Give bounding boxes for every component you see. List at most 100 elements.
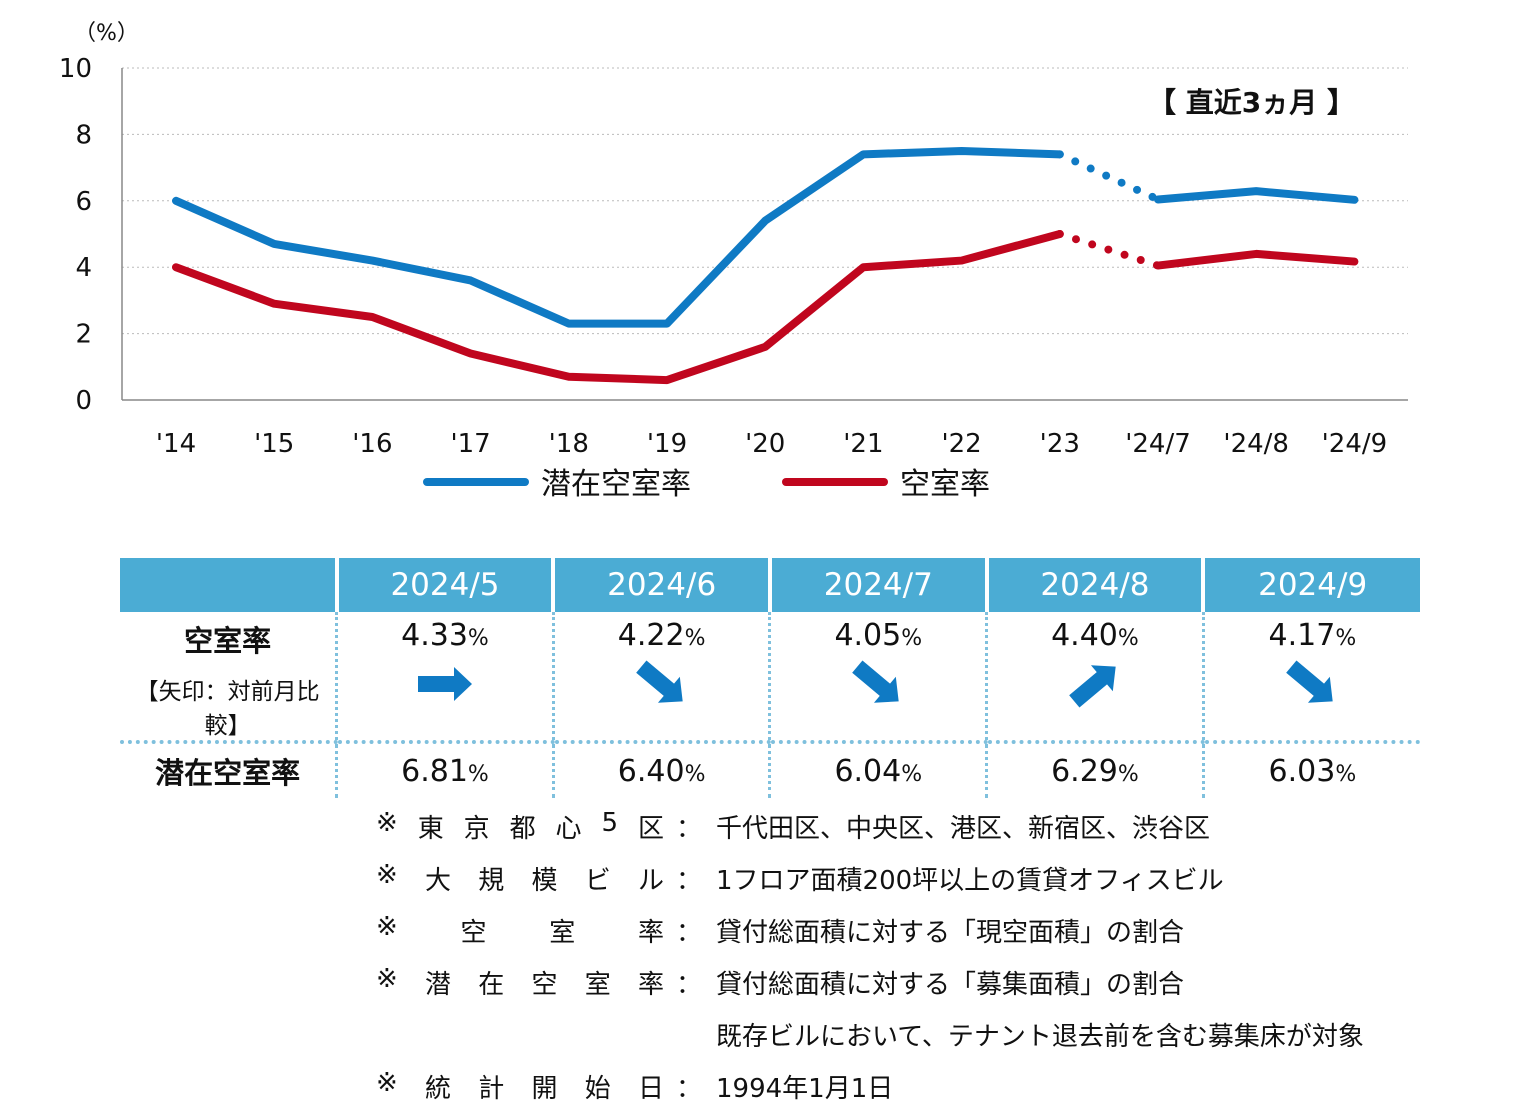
y-tick-labels: 0 2 4 6 8 10 xyxy=(59,54,92,416)
potential-vacancy-cell: 6.40% xyxy=(551,740,770,798)
percent-sign: % xyxy=(1335,761,1357,787)
note-key: ※ 東京都心 5 区 xyxy=(376,807,664,844)
potential-vacancy-cell: 6.29% xyxy=(985,740,1204,798)
series-line xyxy=(1154,249,1359,270)
note-key: ※ 大規模ビル xyxy=(376,859,664,896)
vacancy-value: 4.17% xyxy=(1205,618,1420,653)
x-tick-label: '20 xyxy=(745,429,785,459)
y-tick-label: 2 xyxy=(75,320,92,350)
note-value: 1フロア面積200坪以上の賃貸オフィスビル xyxy=(716,865,1224,896)
down-arrow-icon xyxy=(635,660,683,703)
arrow-legend-label: 【矢印：対前月比較】 xyxy=(135,679,320,739)
table-header-row: 2024/5 2024/6 2024/7 2024/8 2024/9 xyxy=(120,558,1420,612)
percent-sign: % xyxy=(467,761,489,787)
potential-vacancy-row: 潜在空室率 6.81% 6.40% 6.04% 6.29% 6.03% xyxy=(120,740,1420,798)
series-dotted-segment xyxy=(1055,150,1162,204)
legend-label: 空室率 xyxy=(900,467,990,502)
grid-lines xyxy=(122,67,1408,335)
percent-sign: % xyxy=(1117,761,1139,787)
note-value: 貸付総面積に対する「現空面積」の割合 xyxy=(716,917,1185,948)
x-tick-label: '17 xyxy=(450,429,490,459)
potential-vacancy-number: 6.40 xyxy=(617,753,685,789)
percent-sign: % xyxy=(1335,626,1357,651)
vacancy-row-label: 空室率 【矢印：対前月比較】 xyxy=(120,612,337,742)
vacancy-number: 4.17 xyxy=(1268,618,1336,653)
header-cell-month: 2024/5 xyxy=(334,558,554,612)
percent-sign: % xyxy=(467,626,489,651)
vacancy-row: 空室率 【矢印：対前月比較】 4.33% 4.22% 4.05% 4.40% 4… xyxy=(120,612,1420,742)
y-tick-label: 0 xyxy=(75,386,92,416)
x-tick-label: '24/9 xyxy=(1322,429,1388,459)
note-colon: ： xyxy=(676,969,703,1000)
note-row: ※ 東京都心 5 区 ： 千代田区、中央区、港区、新宿区、渋谷区 xyxy=(376,800,1364,852)
vacancy-number: 4.22 xyxy=(617,618,685,653)
trend-arrow xyxy=(1205,657,1420,711)
trend-arrow xyxy=(555,657,769,711)
vacancy-value: 4.40% xyxy=(988,618,1202,653)
percent-sign: % xyxy=(901,761,923,787)
x-tick-labels: '14 '15 '16 '17 '18 '19 '20 '21 '22 '23 '24/7 '24/8… xyxy=(156,429,1387,459)
footnotes: ※ 東京都心 5 区 ： 千代田区、中央区、港区、新宿区、渋谷区 ※ 大規模ビル ： 1フロア面積… xyxy=(376,800,1364,1112)
x-tick-label: '16 xyxy=(352,429,392,459)
x-tick-label: '18 xyxy=(549,429,589,459)
up-arrow-icon xyxy=(1069,665,1116,708)
potential-vacancy-label: 潜在空室率 xyxy=(120,740,337,798)
down-arrow-icon xyxy=(1286,660,1334,703)
vacancy-number: 4.33 xyxy=(401,618,468,653)
header-cell-month: 2024/6 xyxy=(551,558,770,612)
vacancy-cell: 4.40% xyxy=(985,612,1204,742)
potential-vacancy-value: 6.29% xyxy=(1051,754,1139,789)
potential-vacancy-cell: 6.03% xyxy=(1201,740,1420,798)
potential-vacancy-number: 6.03 xyxy=(1268,753,1336,789)
trend-arrow xyxy=(771,657,985,711)
vacancy-value: 4.33% xyxy=(338,618,552,653)
series-line xyxy=(172,147,1064,328)
x-tick-label: '21 xyxy=(843,429,883,459)
note-key: ※ 統計開始日 xyxy=(376,1067,664,1104)
note-value: 千代田区、中央区、港区、新宿区、渋谷区 xyxy=(716,813,1211,844)
header-cell-month: 2024/8 xyxy=(984,558,1204,612)
potential-vacancy-value: 6.81% xyxy=(401,754,489,789)
note-key: ※ 潜在空室率 xyxy=(376,963,664,1000)
note-row: 既存ビルにおいて、テナント退去前を含む募集床が対象 xyxy=(376,1008,1364,1060)
y-tick-label: 8 xyxy=(75,120,92,150)
series-line xyxy=(172,230,1064,385)
note-row: ※ 空室率 ： 貸付総面積に対する「現空面積」の割合 xyxy=(376,904,1364,956)
down-arrow-icon xyxy=(852,660,899,703)
vacancy-cell: 4.17% xyxy=(1201,612,1420,742)
y-unit-label: （%） xyxy=(74,21,139,46)
potential-vacancy-cell: 6.81% xyxy=(335,740,554,798)
flat-arrow-icon xyxy=(417,667,472,701)
series-lines xyxy=(172,147,1359,385)
note-key: ※ 空室率 xyxy=(376,911,664,948)
series-dotted-segment xyxy=(1055,230,1162,270)
vacancy-value: 4.22% xyxy=(555,618,769,653)
x-tick-label: '22 xyxy=(941,429,981,459)
x-tick-label: '15 xyxy=(254,429,294,459)
note-value: 貸付総面積に対する「募集面積」の割合 xyxy=(716,969,1185,1000)
percent-sign: % xyxy=(901,626,923,651)
percent-sign: % xyxy=(684,626,706,651)
note-colon: ： xyxy=(676,865,703,896)
potential-vacancy-value: 6.04% xyxy=(834,754,922,789)
note-colon: ： xyxy=(676,813,703,844)
recent-three-months-annotation: 【 直近3ヵ月 】 xyxy=(1148,86,1355,119)
potential-vacancy-value: 6.40% xyxy=(618,754,706,789)
note-colon: ： xyxy=(676,917,703,948)
vacancy-number: 4.05 xyxy=(834,618,902,653)
vacancy-label: 空室率 xyxy=(184,624,272,658)
note-value: 既存ビルにおいて、テナント退去前を含む募集床が対象 xyxy=(716,1021,1364,1052)
potential-vacancy-number: 6.29 xyxy=(1051,753,1118,789)
potential-vacancy-number: 6.81 xyxy=(401,753,468,789)
trend-arrow xyxy=(988,657,1202,711)
x-tick-label: '19 xyxy=(647,429,687,459)
note-row: ※ 統計開始日 ： 1994年1月1日 xyxy=(376,1060,1364,1112)
vacancy-cell: 4.33% xyxy=(335,612,554,742)
note-row: ※ 大規模ビル ： 1フロア面積200坪以上の賃貸オフィスビル xyxy=(376,852,1364,904)
vacancy-value: 4.05% xyxy=(771,618,985,653)
header-cell-blank xyxy=(120,558,337,612)
x-tick-label: '24/7 xyxy=(1125,429,1191,459)
y-tick-label: 6 xyxy=(75,187,92,217)
trend-arrow xyxy=(338,657,552,711)
